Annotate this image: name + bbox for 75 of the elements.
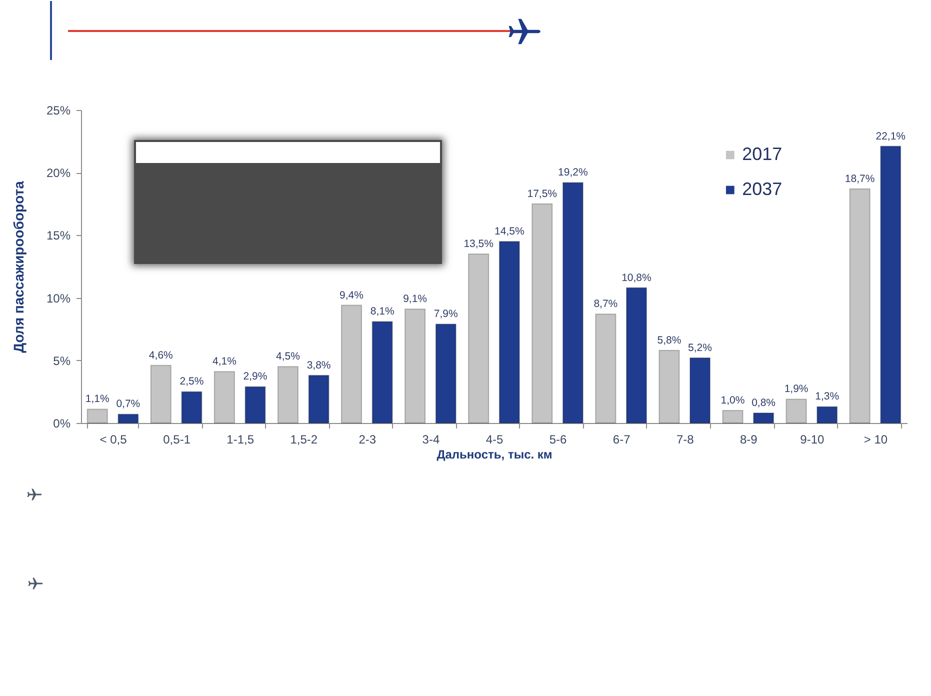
x-tick-label: > 10 — [864, 432, 888, 446]
data-label: 4,6% — [148, 349, 173, 362]
bar — [150, 364, 172, 424]
data-label: 2,5% — [180, 376, 204, 388]
data-label: 5,8% — [657, 334, 682, 346]
bar — [816, 406, 838, 424]
x-tick-label: 1-1,5 — [226, 432, 254, 446]
x-tick-label: 1,5-2 — [290, 432, 318, 446]
data-label: 1,0% — [720, 394, 745, 406]
bar — [86, 408, 108, 424]
y-axis-title: Доля пассажирооборота — [10, 180, 26, 353]
y-tick-label: 20% — [46, 166, 71, 180]
data-label: 5,2% — [688, 342, 712, 354]
x-axis-title: Дальность, тыс. км — [436, 448, 552, 462]
x-tick-label: 5-6 — [549, 432, 568, 446]
bar — [722, 410, 744, 424]
data-label: 3,8% — [306, 359, 331, 372]
bar — [532, 203, 553, 424]
x-tick-label: 8-9 — [740, 432, 758, 446]
data-label: 1,3% — [815, 390, 840, 403]
bar — [786, 398, 807, 424]
data-label: 18,7% — [844, 172, 875, 185]
legend-label: 2017 — [742, 144, 782, 164]
bar — [341, 304, 362, 424]
x-tick-label: < 0,5 — [100, 432, 128, 446]
bar — [404, 308, 426, 424]
x-tick-label: 7-8 — [676, 432, 694, 446]
x-tick-label: 6-7 — [612, 432, 631, 446]
data-label: 22,1% — [876, 130, 906, 142]
bar — [181, 391, 202, 424]
x-tick-label: 4-5 — [486, 432, 504, 446]
data-label: 1,1% — [85, 393, 110, 406]
bar — [595, 314, 616, 424]
data-label: 2,9% — [243, 370, 268, 383]
data-label: 19,2% — [558, 166, 588, 179]
data-label: 10,8% — [622, 272, 652, 284]
bar — [277, 366, 298, 424]
bar — [753, 412, 774, 424]
bar — [372, 321, 393, 424]
bar — [690, 357, 711, 424]
y-tick-label: 10% — [46, 291, 71, 306]
bar — [214, 371, 235, 424]
data-label: 9,1% — [403, 293, 428, 306]
bar — [498, 240, 520, 424]
y-tick-label: 15% — [46, 228, 71, 243]
data-label: 9,4% — [340, 289, 364, 302]
data-label: 1,9% — [784, 383, 808, 396]
bar — [880, 146, 902, 424]
bar — [308, 374, 330, 424]
bar — [118, 414, 139, 424]
data-label: 8,1% — [370, 306, 394, 318]
bar — [244, 386, 266, 424]
x-tick-label: 2-3 — [358, 432, 376, 446]
data-label: 4,1% — [212, 356, 236, 368]
bar — [468, 253, 490, 424]
x-tick-label: 0,5-1 — [163, 432, 191, 446]
bar — [658, 350, 680, 424]
x-tick-label: 9-10 — [800, 432, 825, 446]
bar — [435, 324, 456, 424]
bar — [562, 182, 584, 424]
data-label: 14,5% — [494, 225, 524, 238]
data-label: 7,9% — [434, 308, 458, 320]
data-label: 13,5% — [464, 238, 494, 250]
y-tick-label: 25% — [46, 104, 71, 118]
x-tick-label: 3-4 — [422, 432, 440, 446]
y-tick-label: 0% — [53, 416, 71, 430]
data-label: 0,7% — [116, 398, 140, 410]
y-tick-label: 5% — [53, 354, 71, 368]
data-label: 17,5% — [527, 188, 558, 200]
data-label: 8,7% — [594, 298, 618, 310]
bar — [849, 188, 870, 424]
legend-label: 2037 — [742, 179, 782, 199]
data-label: 4,5% — [276, 350, 300, 363]
bar — [626, 287, 647, 424]
data-label: 0,8% — [752, 396, 776, 409]
